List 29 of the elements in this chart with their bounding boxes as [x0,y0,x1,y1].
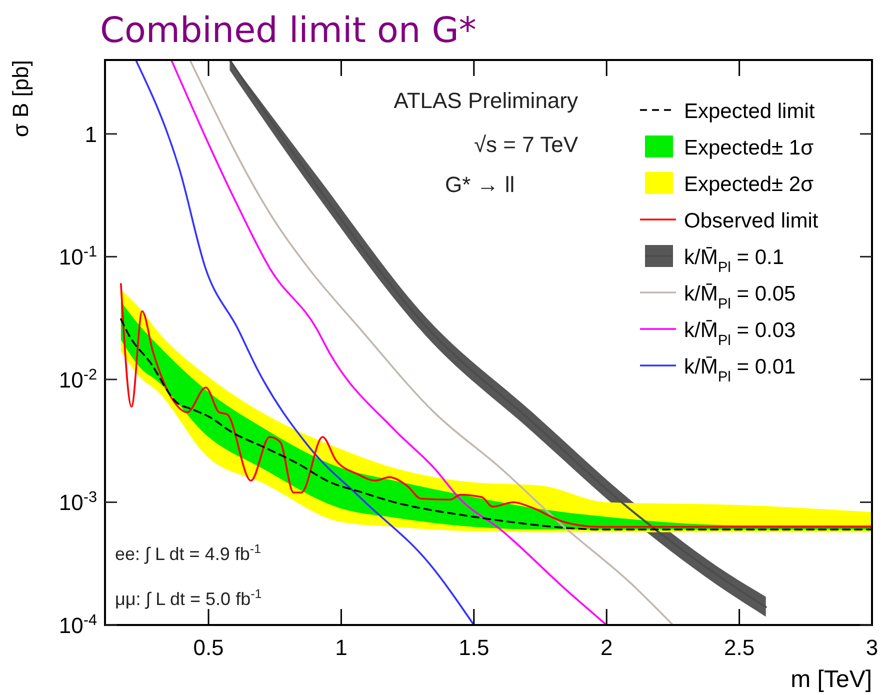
annotation: G* → ll [445,172,515,197]
x-tick-label: 0.5 [193,635,224,660]
annotation: √s = 7 TeV [474,132,578,157]
legend-label: Observed limit [684,210,818,232]
y-tick-label: 10$^{-1}$ [58,243,97,270]
legend-label: k/M̄$_{Pl}$ = 0.03 [684,319,796,349]
x-axis-title: m [TeV] [790,666,872,693]
legend-label: Expected± 1σ [684,136,814,160]
y-axis-title: σ B [pb] [8,60,33,138]
annotation: ee: ∫ L dt = 4.9 fb$^{-1}$ [115,542,262,564]
legend-label: Expected± 2σ [684,173,814,196]
annotation: ATLAS Preliminary [394,88,578,113]
x-tick-label: 3 [866,635,878,660]
y-tick-label: 10$^{-4}$ [58,612,98,638]
y-tick-label: 1 [84,122,97,147]
line-series [170,60,608,625]
x-tick-label: 1.5 [458,635,490,660]
legend-label: k/M̄$_{Pl}$ = 0.1 [684,246,784,276]
x-tick-label: 1 [335,635,348,660]
legend-label: k/M̄$_{Pl}$ = 0.05 [684,282,796,312]
legend-label: Expected limit [684,100,815,123]
annotation: μμ: ∫ L dt = 5.0 fb$^{-1}$ [115,587,262,609]
y-tick-label: 10$^{-3}$ [58,488,97,516]
chart-title: Combined limit on G* [100,11,476,51]
line-series [189,60,674,625]
x-tick-label: 2.5 [724,635,755,660]
x-tick-label: 2 [600,635,613,660]
legend-label: k/M̄$_{Pl}$ = 0.01 [684,356,796,386]
y-tick-label: 10$^{-2}$ [58,366,97,392]
